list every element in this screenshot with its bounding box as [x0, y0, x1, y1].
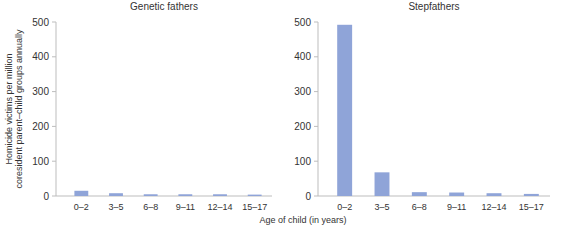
y-tick-label: 100 [32, 156, 49, 167]
y-tick [314, 56, 318, 57]
y-tick [314, 161, 318, 162]
y-tick-label: 100 [294, 156, 311, 167]
title: Stepfathers [408, 1, 459, 12]
x-tick-label: 15–17 [242, 202, 267, 212]
x-tick-label: 12–14 [207, 202, 232, 212]
y-tick-label: 200 [294, 121, 311, 132]
x-tick-label: 3–5 [108, 202, 123, 212]
y-tick-label: 300 [294, 86, 311, 97]
bar [412, 192, 427, 196]
y-axis-label: Homicide victims per millioncoresident p… [4, 29, 24, 189]
bar [487, 193, 502, 196]
bars [337, 25, 539, 196]
x-tick-label: 0–2 [337, 202, 352, 212]
x-tick-label: 3–5 [374, 202, 389, 212]
y-tick [314, 91, 318, 92]
y-tick [52, 91, 56, 92]
x-tick-label: 0–2 [74, 202, 89, 212]
bar [248, 195, 262, 196]
y-tick [314, 196, 318, 197]
y-tick [314, 22, 318, 23]
x-tick-label: 15–17 [519, 202, 544, 212]
y-tick [52, 196, 56, 197]
panel: Genetic fathers 0 100 200 300 400 500 0–2 3–5 6–8… [4, 1, 347, 225]
x-tick-label: 9–11 [176, 202, 195, 212]
panel: Stepfathers 0 100 200 300 400 500 0–2 3–5 6–8 9–11… [294, 1, 550, 212]
bar [337, 25, 352, 196]
y-tick [52, 126, 56, 127]
x-tick-label: 12–14 [481, 202, 506, 212]
title: Genetic fathers [130, 1, 198, 12]
y-axis-label-line: Homicide victims per million [4, 53, 14, 164]
bar [524, 194, 539, 196]
y-tick [52, 22, 56, 23]
y-tick-label: 0 [305, 191, 311, 202]
x-axis [318, 196, 550, 197]
bar [74, 191, 88, 196]
y-tick-label: 500 [294, 17, 311, 28]
bar [449, 193, 464, 196]
y-tick-label: 400 [32, 51, 49, 62]
x-tick-label: 9–11 [447, 202, 466, 212]
bar [144, 194, 158, 196]
bar [375, 172, 390, 196]
figure: Genetic fathers 0 100 200 300 400 500 0–2 3–5 6–8… [0, 0, 566, 227]
y-tick-label: 500 [32, 17, 49, 28]
bar [213, 194, 227, 196]
y-tick-label: 300 [32, 86, 49, 97]
y-axis [318, 22, 319, 196]
y-tick-label: 0 [43, 191, 49, 202]
y-tick [314, 126, 318, 127]
x-axis-label: Age of child (in years) [259, 215, 346, 225]
x-tick-label: 6–8 [143, 202, 158, 212]
y-tick-label: 200 [32, 121, 49, 132]
bars [74, 191, 261, 196]
x-tick-label: 6–8 [412, 202, 427, 212]
y-axis-label-line: coresident parent–child groups annually [14, 29, 24, 189]
y-tick [52, 161, 56, 162]
x-axis [56, 196, 272, 197]
bar [109, 193, 123, 196]
y-tick-label: 400 [294, 51, 311, 62]
y-tick [52, 56, 56, 57]
bar [178, 194, 192, 196]
y-axis [56, 22, 57, 196]
